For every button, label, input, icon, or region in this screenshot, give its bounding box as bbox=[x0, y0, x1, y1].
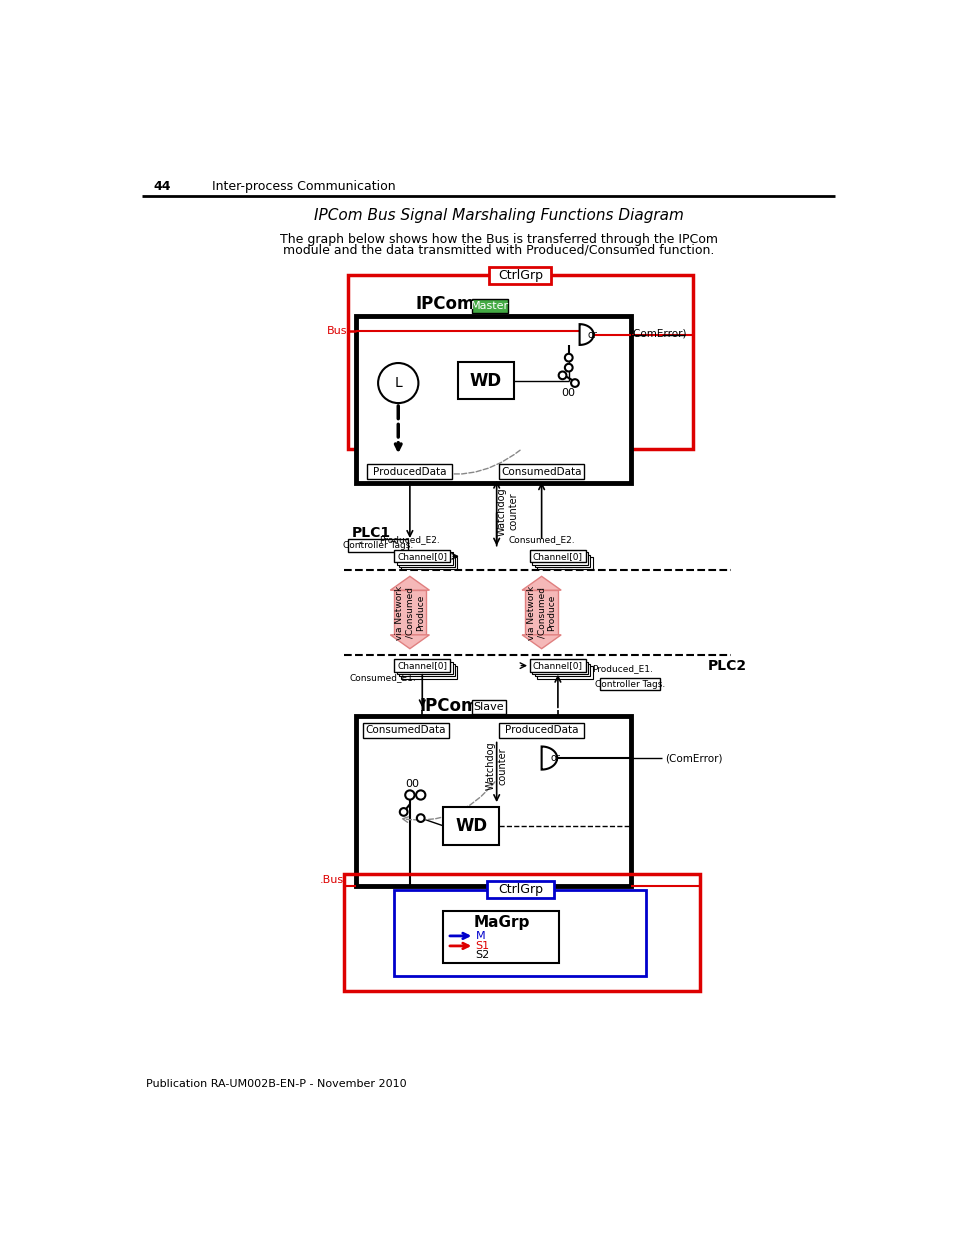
Bar bbox=[394, 889, 645, 976]
Text: L: L bbox=[394, 375, 402, 390]
Bar bbox=[532, 552, 587, 564]
Polygon shape bbox=[579, 324, 593, 345]
Text: or: or bbox=[586, 330, 597, 340]
Text: CtrlGrp: CtrlGrp bbox=[497, 883, 542, 897]
Text: Bus: Bus bbox=[327, 326, 348, 336]
Bar bbox=[532, 662, 587, 674]
Text: Watchdog
counter: Watchdog counter bbox=[497, 488, 517, 536]
Bar bbox=[498, 464, 583, 479]
Polygon shape bbox=[521, 635, 560, 648]
Polygon shape bbox=[541, 746, 557, 769]
Bar bbox=[344, 873, 700, 992]
Text: Publication RA-UM002B-EN-P - November 2010: Publication RA-UM002B-EN-P - November 20… bbox=[146, 1078, 407, 1089]
Text: ProducedData: ProducedData bbox=[373, 467, 446, 477]
Bar bbox=[486, 882, 553, 898]
Bar bbox=[489, 267, 551, 284]
Bar bbox=[534, 664, 590, 677]
Text: Watchdog
counter: Watchdog counter bbox=[485, 741, 507, 790]
Text: IPCom: IPCom bbox=[415, 295, 474, 312]
Polygon shape bbox=[390, 577, 429, 590]
Bar bbox=[348, 540, 408, 552]
Text: Channel[0]: Channel[0] bbox=[396, 661, 447, 671]
Circle shape bbox=[399, 808, 407, 816]
Bar bbox=[599, 678, 659, 690]
Text: IPCom: IPCom bbox=[419, 697, 478, 715]
Text: ConsumedData: ConsumedData bbox=[501, 467, 581, 477]
Text: Channel[0]: Channel[0] bbox=[533, 552, 582, 561]
Bar bbox=[363, 722, 448, 739]
Bar bbox=[398, 555, 455, 567]
Bar bbox=[498, 722, 583, 739]
Text: Produced_E2.: Produced_E2. bbox=[379, 535, 439, 543]
Polygon shape bbox=[390, 635, 429, 648]
Bar bbox=[396, 662, 452, 674]
Bar bbox=[367, 464, 452, 479]
Text: or: or bbox=[550, 753, 560, 763]
Polygon shape bbox=[521, 577, 560, 590]
Text: via Network
/Consumed
Produce: via Network /Consumed Produce bbox=[395, 585, 424, 640]
Text: module and the data transmitted with Produced/Consumed function.: module and the data transmitted with Pro… bbox=[283, 243, 714, 257]
Bar bbox=[472, 700, 505, 714]
Circle shape bbox=[558, 372, 566, 379]
Text: Master: Master bbox=[470, 301, 508, 311]
Circle shape bbox=[564, 353, 572, 362]
Bar bbox=[534, 555, 590, 567]
Text: 00: 00 bbox=[561, 388, 576, 398]
Text: (ComError): (ComError) bbox=[628, 329, 686, 338]
Bar bbox=[396, 552, 452, 564]
Text: Produced_E1.: Produced_E1. bbox=[592, 664, 652, 673]
Text: 44: 44 bbox=[153, 180, 171, 193]
Bar bbox=[443, 910, 558, 963]
Bar bbox=[530, 550, 585, 562]
Text: Controller Tags.: Controller Tags. bbox=[343, 541, 413, 550]
Circle shape bbox=[377, 363, 418, 403]
Bar bbox=[398, 664, 455, 677]
Text: The graph below shows how the Bus is transferred through the IPCom: The graph below shows how the Bus is tra… bbox=[280, 232, 718, 246]
Circle shape bbox=[416, 790, 425, 799]
Bar bbox=[525, 590, 558, 635]
Text: MaGrp: MaGrp bbox=[473, 915, 529, 930]
Text: CtrlGrp: CtrlGrp bbox=[497, 269, 542, 282]
Text: Consumed_E1.: Consumed_E1. bbox=[349, 673, 416, 683]
Bar bbox=[355, 716, 630, 885]
Text: M: M bbox=[476, 931, 485, 941]
Text: Channel[0]: Channel[0] bbox=[533, 661, 582, 671]
Text: .: . bbox=[357, 534, 362, 547]
Text: 00: 00 bbox=[405, 779, 418, 789]
Text: ConsumedData: ConsumedData bbox=[365, 725, 446, 735]
Bar bbox=[537, 667, 592, 679]
Text: Slave: Slave bbox=[473, 703, 504, 713]
Bar bbox=[443, 806, 498, 845]
Text: Inter-process Communication: Inter-process Communication bbox=[212, 180, 395, 193]
Text: PLC2: PLC2 bbox=[707, 658, 746, 673]
Text: via Network
/Consumed
Produce: via Network /Consumed Produce bbox=[526, 585, 556, 640]
Circle shape bbox=[416, 814, 424, 823]
Text: PLC1: PLC1 bbox=[352, 526, 391, 540]
Text: WD: WD bbox=[455, 816, 487, 835]
Bar bbox=[394, 659, 450, 672]
Circle shape bbox=[571, 379, 578, 387]
Text: S2: S2 bbox=[476, 950, 490, 960]
Bar bbox=[401, 557, 456, 569]
Bar bbox=[472, 299, 507, 312]
Bar bbox=[394, 590, 426, 635]
Text: Controller Tags.: Controller Tags. bbox=[595, 679, 664, 689]
Text: WD: WD bbox=[469, 372, 501, 390]
Bar bbox=[537, 557, 592, 569]
Circle shape bbox=[564, 364, 572, 372]
Circle shape bbox=[405, 790, 415, 799]
Text: .Bus: .Bus bbox=[319, 874, 344, 884]
Text: Consumed_E2.: Consumed_E2. bbox=[508, 535, 575, 543]
Text: ProducedData: ProducedData bbox=[504, 725, 578, 735]
Bar bbox=[394, 550, 450, 562]
Bar bbox=[355, 316, 630, 483]
Bar bbox=[348, 275, 692, 448]
Bar bbox=[401, 667, 456, 679]
Text: S1: S1 bbox=[476, 941, 489, 951]
Text: (ComError): (ComError) bbox=[665, 753, 722, 763]
Text: Channel[0]: Channel[0] bbox=[396, 552, 447, 561]
Bar bbox=[457, 362, 513, 399]
Bar bbox=[530, 659, 585, 672]
Text: IPCom Bus Signal Marshaling Functions Diagram: IPCom Bus Signal Marshaling Functions Di… bbox=[314, 209, 683, 224]
